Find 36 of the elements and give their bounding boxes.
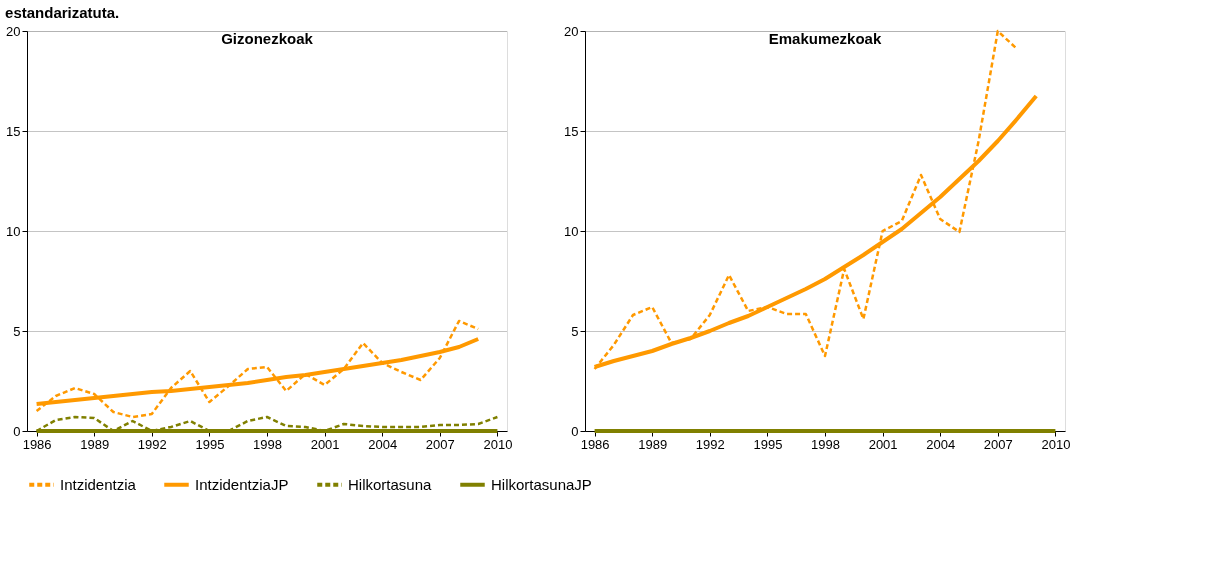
chart-title: Emakumezkoak bbox=[768, 30, 882, 47]
y-tick-label: 10 bbox=[564, 223, 579, 239]
x-tick-label: 1989 bbox=[638, 436, 668, 452]
x-tick-label: 1989 bbox=[80, 436, 110, 452]
x-tick-label: 1986 bbox=[580, 436, 610, 452]
y-tick-label: 15 bbox=[6, 123, 21, 139]
y-tick-label: 0 bbox=[571, 423, 579, 439]
x-tick-label: 2010 bbox=[1041, 436, 1071, 452]
x-tick-label: 1986 bbox=[22, 436, 52, 452]
y-tick-label: 15 bbox=[564, 123, 579, 139]
x-tick-label: 2001 bbox=[868, 436, 898, 452]
y-tick-label: 10 bbox=[6, 223, 21, 239]
legend-label: IntzidentziaJP bbox=[195, 475, 289, 493]
x-tick-label: 2010 bbox=[483, 436, 513, 452]
y-tick-label: 5 bbox=[571, 323, 579, 339]
x-tick-label: 2001 bbox=[310, 436, 340, 452]
x-tick-label: 1992 bbox=[137, 436, 167, 452]
x-tick-label: 1995 bbox=[753, 436, 783, 452]
y-tick-label: 0 bbox=[13, 423, 21, 439]
x-tick-label: 2004 bbox=[926, 436, 956, 452]
y-tick-label: 20 bbox=[564, 23, 579, 39]
x-tick-label: 1995 bbox=[195, 436, 225, 452]
x-tick-label: 2007 bbox=[983, 436, 1013, 452]
legend-label: Hilkortasuna bbox=[348, 475, 433, 493]
text: estandarizatuta. bbox=[5, 3, 120, 21]
chart-title: Gizonezkoak bbox=[221, 30, 314, 47]
x-tick-label: 2007 bbox=[425, 436, 455, 452]
x-tick-label: 1998 bbox=[253, 436, 282, 452]
x-tick-label: 1998 bbox=[811, 436, 840, 452]
x-tick-label: 1992 bbox=[695, 436, 725, 452]
x-tick-label: 2004 bbox=[368, 436, 398, 452]
legend-label: HilkortasunaJP bbox=[491, 475, 592, 493]
line-series bbox=[35, 319, 480, 419]
y-tick-label: 20 bbox=[6, 23, 21, 39]
y-tick-label: 5 bbox=[13, 323, 21, 339]
legend-label: Intzidentzia bbox=[60, 475, 137, 493]
